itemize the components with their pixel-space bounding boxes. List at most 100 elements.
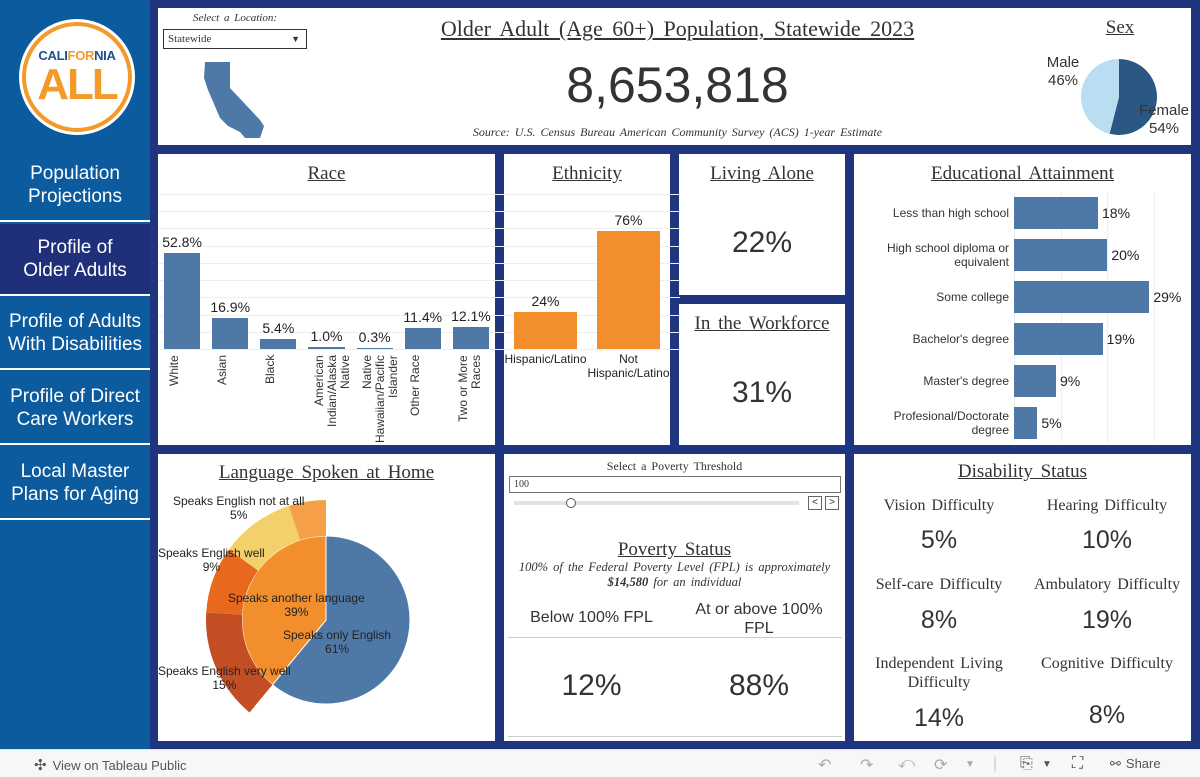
- language-slice-speaks-another-language[interactable]: [241, 535, 327, 686]
- poverty-threshold-input[interactable]: 100: [509, 476, 841, 493]
- bar-not-hispanic-latino[interactable]: [596, 231, 661, 349]
- bar-profesional-doctorate-degree[interactable]: [1014, 407, 1038, 439]
- california-all-logo[interactable]: CALIFORNIA ALL: [22, 22, 132, 132]
- refresh-dropdown-icon[interactable]: ▼: [965, 759, 975, 770]
- workforce-value: 31%: [731, 376, 793, 409]
- language-slice-speaks-only-english[interactable]: [271, 535, 411, 705]
- y-axis-label: High school diploma or equivalent: [886, 241, 1009, 269]
- language-pie-chart: [206, 500, 411, 713]
- independent-living-value: 14%: [913, 704, 965, 732]
- female-label: Female 54%: [1138, 102, 1190, 137]
- x-axis-label: Two or More Races: [455, 355, 483, 422]
- above-fpl-label: At or above 100% FPL: [695, 601, 823, 637]
- gridline: [1107, 192, 1109, 442]
- language-outer-slice-speaks-english-not-at-all[interactable]: [288, 500, 326, 541]
- gridline: [158, 228, 505, 230]
- language-slice-label: Speaks English well 9%: [158, 546, 265, 574]
- bar-high-school-diploma-or-equivalent[interactable]: [1014, 239, 1108, 271]
- ethnicity-title: Ethnicity: [552, 163, 622, 184]
- language-outer-slice-speaks-english-not-well[interactable]: [228, 505, 301, 571]
- gridline: [158, 331, 505, 333]
- bar-bachelor-s-degree[interactable]: [1014, 323, 1103, 355]
- divider: [508, 736, 842, 737]
- fullscreen-icon[interactable]: ⛶: [1072, 755, 1084, 772]
- source-note: Source: U.S. Census Bureau American Comm…: [472, 125, 883, 139]
- revert-icon[interactable]: ⤺: [898, 755, 916, 772]
- language-slice-label: Speaks English not at all 5%: [173, 494, 305, 522]
- view-on-tableau-link[interactable]: ✣ View on Tableau Public: [34, 756, 187, 774]
- gridline: [158, 297, 505, 299]
- undo-icon[interactable]: ↶: [818, 757, 832, 774]
- y-axis-label: Bachelor's degree: [912, 332, 1009, 346]
- bar-value-label: 9%: [1060, 373, 1081, 389]
- bar-other-race[interactable]: [404, 328, 441, 349]
- gridline: [1154, 192, 1155, 442]
- bar-master-s-degree[interactable]: [1014, 365, 1056, 397]
- ambulatory-value: 19%: [1081, 606, 1133, 634]
- nav-profile-older-adults[interactable]: Profile of Older Adults: [0, 224, 150, 296]
- share-icon: ⚯: [1110, 756, 1121, 771]
- slider-prev-button[interactable]: <: [808, 496, 822, 510]
- sidebar: CALIFORNIA ALL Population Projections Pr…: [0, 0, 150, 749]
- male-label: Male 46%: [1046, 54, 1080, 89]
- location-dropdown[interactable]: Statewide ▼: [163, 29, 307, 49]
- download-icon[interactable]: ⎘: [1020, 755, 1033, 772]
- bar-less-than-high-school[interactable]: [1014, 197, 1098, 229]
- gridline: [158, 314, 505, 316]
- x-axis-label: Black: [263, 355, 278, 385]
- bar-black[interactable]: [260, 339, 297, 349]
- logo-big-text: ALL: [37, 59, 119, 109]
- gridline: [504, 349, 680, 350]
- bar-value-label: 5.4%: [262, 320, 295, 337]
- page-title: Older Adult (Age 60+) Population, Statew…: [440, 16, 915, 41]
- language-outer-slice-speaks-english-very-well[interactable]: [206, 612, 273, 713]
- vision-label: Vision Difficulty: [883, 497, 995, 514]
- nav-label: Profile of Adults With Disabilities: [7, 311, 143, 355]
- gridline: [504, 262, 680, 264]
- gridline: [158, 211, 505, 213]
- gridline: [504, 280, 680, 282]
- female-value: 54%: [1148, 120, 1180, 137]
- x-axis-label: American Indian/Alaska Native: [311, 355, 352, 428]
- bar-native-hawaiian-pacific-islander[interactable]: [356, 348, 393, 350]
- poverty-slider-track[interactable]: [514, 501, 799, 505]
- logo-top-text: CALIFORNIA: [38, 47, 116, 63]
- nav-label: Profile of Direct Care Workers: [10, 386, 140, 430]
- bar-value-label: 19%: [1106, 331, 1135, 347]
- nav-profile-direct-care-workers[interactable]: Profile of Direct Care Workers: [0, 373, 150, 445]
- bar-asian[interactable]: [212, 318, 249, 349]
- bar-american-indian-alaska-native[interactable]: [308, 347, 345, 349]
- nav-profile-adults-disabilities[interactable]: Profile of Adults With Disabilities: [0, 298, 150, 370]
- ethnicity-panel: Ethnicity 24% Hispanic/Latino 76% Not Hispa…: [504, 154, 680, 445]
- sex-pie-chart: [1081, 59, 1157, 135]
- below-fpl-label: Below 100% FPL: [530, 609, 653, 626]
- refresh-icon[interactable]: ⟳: [934, 757, 948, 774]
- share-button[interactable]: ⚯ Share: [1110, 756, 1161, 772]
- bar-hispanic-latino[interactable]: [513, 311, 578, 349]
- bar-value-label: 16.9%: [210, 299, 251, 316]
- bar-white[interactable]: [164, 252, 201, 349]
- hearing-label: Hearing Difficulty: [1046, 497, 1168, 514]
- chevron-left-icon: <: [812, 497, 818, 508]
- bar-two-or-more-races[interactable]: [452, 326, 489, 349]
- slider-next-button[interactable]: >: [825, 496, 839, 510]
- download-dropdown-icon[interactable]: ▼: [1042, 759, 1052, 770]
- nav-local-master-plans[interactable]: Local Master Plans for Aging: [0, 448, 150, 520]
- language-outer-slice-speaks-english-well[interactable]: [206, 549, 259, 615]
- independent-living-label: Independent Living Difficulty: [875, 655, 1003, 691]
- sex-title: Sex: [1105, 17, 1135, 38]
- bar-some-college[interactable]: [1014, 281, 1150, 313]
- poverty-slider-thumb[interactable]: [566, 498, 576, 508]
- education-bar-chart: 18% Less than high school 20% High school d…: [854, 154, 1191, 445]
- redo-icon[interactable]: ↷: [860, 757, 874, 774]
- sex-slice-male[interactable]: [1081, 59, 1119, 134]
- sex-slice-female[interactable]: [1109, 59, 1157, 135]
- bar-value-label: 29%: [1153, 289, 1182, 305]
- bar-value-label: 24%: [531, 292, 560, 309]
- gridline: [504, 314, 680, 316]
- x-axis-label: Not Hispanic/Latino: [587, 352, 670, 380]
- vision-value: 5%: [920, 526, 958, 554]
- language-slice-label: Speaks English very well 15%: [158, 664, 291, 692]
- nav-population-projections[interactable]: Population Projections: [0, 150, 150, 222]
- gridline: [504, 297, 680, 299]
